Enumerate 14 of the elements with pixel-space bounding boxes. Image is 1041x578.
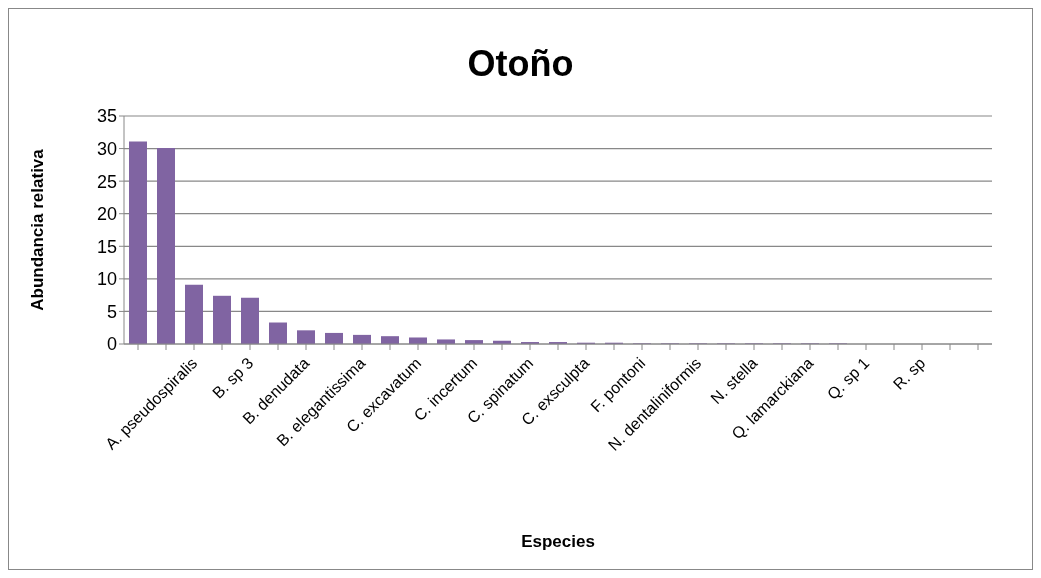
y-tick-label: 35 [96,106,117,127]
chart-title: Otoño [466,43,575,85]
y-axis-title: Abundancia relativa [28,148,48,311]
y-tick-label: 5 [106,301,117,322]
y-tick-label: 10 [96,269,117,290]
y-tick-label: 30 [96,138,117,159]
y-tick-label: 20 [96,204,117,225]
x-tick-label: B. sp 3 [209,354,257,402]
x-tick-label: Q. sp 1 [823,354,873,403]
x-axis-title: Especies [521,532,595,551]
y-tick-label: 25 [96,171,117,192]
y-tick-label: 15 [96,236,117,257]
x-tick-label: R. sp [889,354,929,393]
y-tick-label: 0 [106,334,117,355]
